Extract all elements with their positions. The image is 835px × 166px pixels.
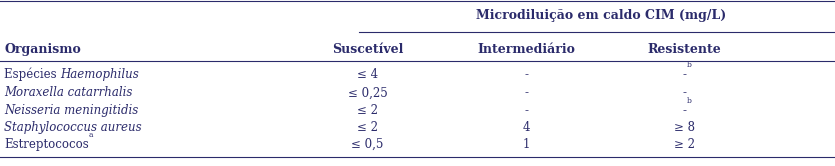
Text: -: - <box>524 68 528 81</box>
Text: Moraxella catarrhalis: Moraxella catarrhalis <box>4 86 133 99</box>
Text: Microdiluição em caldo CIM (mg/L): Microdiluição em caldo CIM (mg/L) <box>476 9 726 22</box>
Text: ≤ 2: ≤ 2 <box>357 121 378 134</box>
Text: a: a <box>89 131 94 139</box>
Text: Staphylococcus aureus: Staphylococcus aureus <box>4 121 142 134</box>
Text: Estreptococos: Estreptococos <box>4 138 89 151</box>
Text: ≤ 2: ≤ 2 <box>357 104 378 117</box>
Text: Intermediário: Intermediário <box>477 43 575 56</box>
Text: -: - <box>683 104 686 117</box>
Text: ≥ 2: ≥ 2 <box>674 138 696 151</box>
Text: ≥ 8: ≥ 8 <box>674 121 696 134</box>
Text: Neisseria meningitidis: Neisseria meningitidis <box>4 104 139 117</box>
Text: Haemophilus: Haemophilus <box>61 68 139 81</box>
Text: Organismo: Organismo <box>4 43 81 56</box>
Text: Suscetível: Suscetível <box>331 43 403 56</box>
Text: Resistente: Resistente <box>648 43 721 56</box>
Text: 4: 4 <box>523 121 529 134</box>
Text: ≤ 0,25: ≤ 0,25 <box>347 86 387 99</box>
Text: -: - <box>524 86 528 99</box>
Text: -: - <box>683 86 686 99</box>
Text: -: - <box>524 104 528 117</box>
Text: 1: 1 <box>523 138 529 151</box>
Text: -: - <box>683 68 686 81</box>
Text: ≤ 0,5: ≤ 0,5 <box>352 138 383 151</box>
Text: b: b <box>686 61 691 69</box>
Text: b: b <box>686 97 691 105</box>
Text: ≤ 4: ≤ 4 <box>357 68 378 81</box>
Text: Espécies: Espécies <box>4 68 61 81</box>
